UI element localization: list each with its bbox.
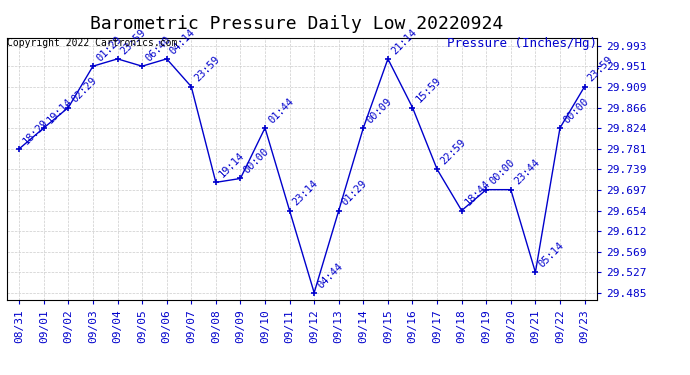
Text: 23:14: 23:14: [291, 178, 320, 208]
Text: 18:29: 18:29: [21, 117, 50, 146]
Text: 18:44: 18:44: [463, 178, 492, 208]
Text: 23:44: 23:44: [512, 158, 542, 187]
Text: 02:29: 02:29: [70, 75, 99, 105]
Text: 06:40: 06:40: [144, 34, 172, 63]
Text: 00:00: 00:00: [488, 158, 517, 187]
Text: 23:59: 23:59: [586, 55, 615, 84]
Text: 00:00: 00:00: [241, 147, 271, 176]
Text: 04:44: 04:44: [315, 261, 345, 290]
Text: Pressure (Inches/Hg): Pressure (Inches/Hg): [447, 38, 597, 51]
Text: 05:14: 05:14: [537, 240, 566, 270]
Text: 23:59: 23:59: [119, 27, 148, 56]
Text: 04:14: 04:14: [168, 27, 197, 56]
Text: 00:00: 00:00: [562, 96, 591, 125]
Text: 01:44: 01:44: [266, 96, 295, 125]
Text: 01:29: 01:29: [340, 178, 369, 208]
Text: 19:14: 19:14: [45, 96, 75, 125]
Text: 19:14: 19:14: [217, 150, 246, 180]
Text: Copyright 2022 Cartronics.com: Copyright 2022 Cartronics.com: [7, 38, 177, 48]
Text: 00:09: 00:09: [365, 96, 394, 125]
Text: 21:14: 21:14: [389, 27, 418, 56]
Text: 22:59: 22:59: [438, 137, 468, 166]
Text: 01:29: 01:29: [95, 34, 124, 63]
Text: 15:59: 15:59: [414, 75, 443, 105]
Text: Barometric Pressure Daily Low 20220924: Barometric Pressure Daily Low 20220924: [90, 15, 503, 33]
Text: 23:59: 23:59: [193, 55, 221, 84]
